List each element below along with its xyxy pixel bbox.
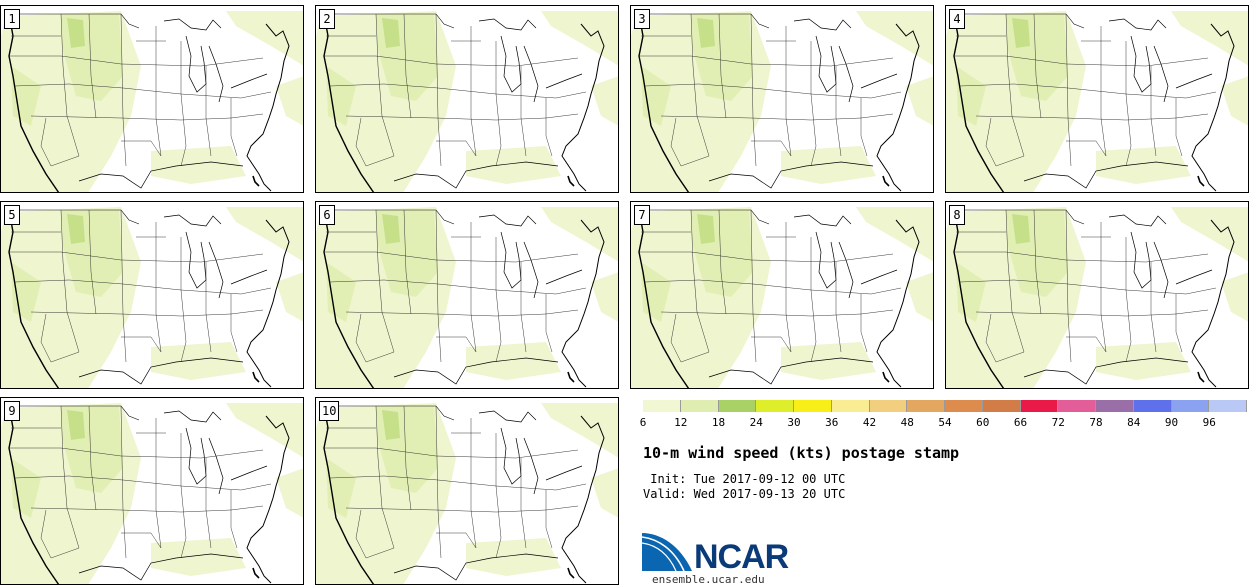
ensemble-member-panel[interactable]: 5 bbox=[0, 201, 304, 389]
ensemble-member-panel[interactable]: 7 bbox=[630, 201, 934, 389]
colorbar-tick-label: 54 bbox=[938, 416, 952, 429]
colorbar-cell bbox=[756, 400, 794, 412]
member-number: 7 bbox=[634, 205, 650, 225]
colorbar-tick-label: 48 bbox=[900, 416, 914, 429]
colorbar-tick-label: 24 bbox=[749, 416, 763, 429]
page-title: 10-m wind speed (kts) postage stamp bbox=[643, 444, 960, 462]
colorbar-tick-label: 96 bbox=[1202, 416, 1216, 429]
colorbar-cell bbox=[1096, 400, 1134, 412]
colorbar-cell bbox=[1171, 400, 1210, 412]
logo-text: NCAR bbox=[694, 538, 789, 576]
member-number: 1 bbox=[4, 9, 20, 29]
colorbar-cell bbox=[1133, 400, 1172, 412]
site-url[interactable]: ensemble.ucar.edu bbox=[652, 573, 765, 586]
colorbar-cell bbox=[718, 400, 757, 412]
colorbar-cell bbox=[945, 400, 983, 412]
member-number: 9 bbox=[4, 401, 20, 421]
colorbar-cell bbox=[680, 400, 719, 412]
colorbar-tick-label: 18 bbox=[711, 416, 726, 429]
colorbar-tick-label: 12 bbox=[674, 416, 688, 429]
colorbar-tick-label: 6 bbox=[639, 416, 647, 429]
valid-time: Valid: Wed 2017-09-13 20 UTC bbox=[643, 487, 846, 501]
ensemble-member-panel[interactable]: 3 bbox=[630, 5, 934, 193]
colorbar-cell bbox=[643, 400, 681, 412]
colorbar-tick-label: 36 bbox=[825, 416, 839, 429]
ensemble-member-panel[interactable]: 6 bbox=[315, 201, 619, 389]
ensemble-member-panel[interactable]: 1 bbox=[0, 5, 304, 193]
colorbar-cell bbox=[907, 400, 945, 412]
colorbar-tick-label: 60 bbox=[976, 416, 990, 429]
ensemble-member-panel[interactable]: 9 bbox=[0, 397, 304, 585]
colorbar-cell bbox=[1020, 400, 1059, 412]
colorbar-tick-label: 66 bbox=[1013, 416, 1028, 429]
ncar-logo-icon bbox=[642, 533, 692, 572]
colorbar-cell bbox=[1058, 400, 1096, 412]
ensemble-member-panel[interactable]: 8 bbox=[945, 201, 1249, 389]
ensemble-member-panel[interactable]: 2 bbox=[315, 5, 619, 193]
init-time: Init: Tue 2017-09-12 00 UTC bbox=[643, 472, 846, 486]
member-number: 6 bbox=[319, 205, 335, 225]
colorbar-cell bbox=[869, 400, 908, 412]
ensemble-member-panel[interactable]: 10 bbox=[315, 397, 619, 585]
colorbar-tick-label: 30 bbox=[787, 416, 801, 429]
member-number: 10 bbox=[319, 401, 340, 421]
ensemble-member-panel[interactable]: 4 bbox=[945, 5, 1249, 193]
colorbar-tick-label: 78 bbox=[1089, 416, 1103, 429]
member-number: 5 bbox=[4, 205, 20, 225]
colorbar-tick-label: 72 bbox=[1051, 416, 1065, 429]
colorbar-tick-label: 84 bbox=[1127, 416, 1141, 429]
colorbar-tick-label: 90 bbox=[1164, 416, 1179, 429]
colorbar-cell bbox=[982, 400, 1021, 412]
member-number: 4 bbox=[949, 9, 965, 29]
colorbar-cell bbox=[831, 400, 870, 412]
member-number: 8 bbox=[949, 205, 965, 225]
member-number: 3 bbox=[634, 9, 650, 29]
member-number: 2 bbox=[319, 9, 335, 29]
colorbar-cell bbox=[1209, 400, 1247, 412]
colorbar-cell bbox=[794, 400, 832, 412]
colorbar-tick-label: 42 bbox=[862, 416, 877, 429]
colorbar bbox=[643, 400, 1247, 412]
